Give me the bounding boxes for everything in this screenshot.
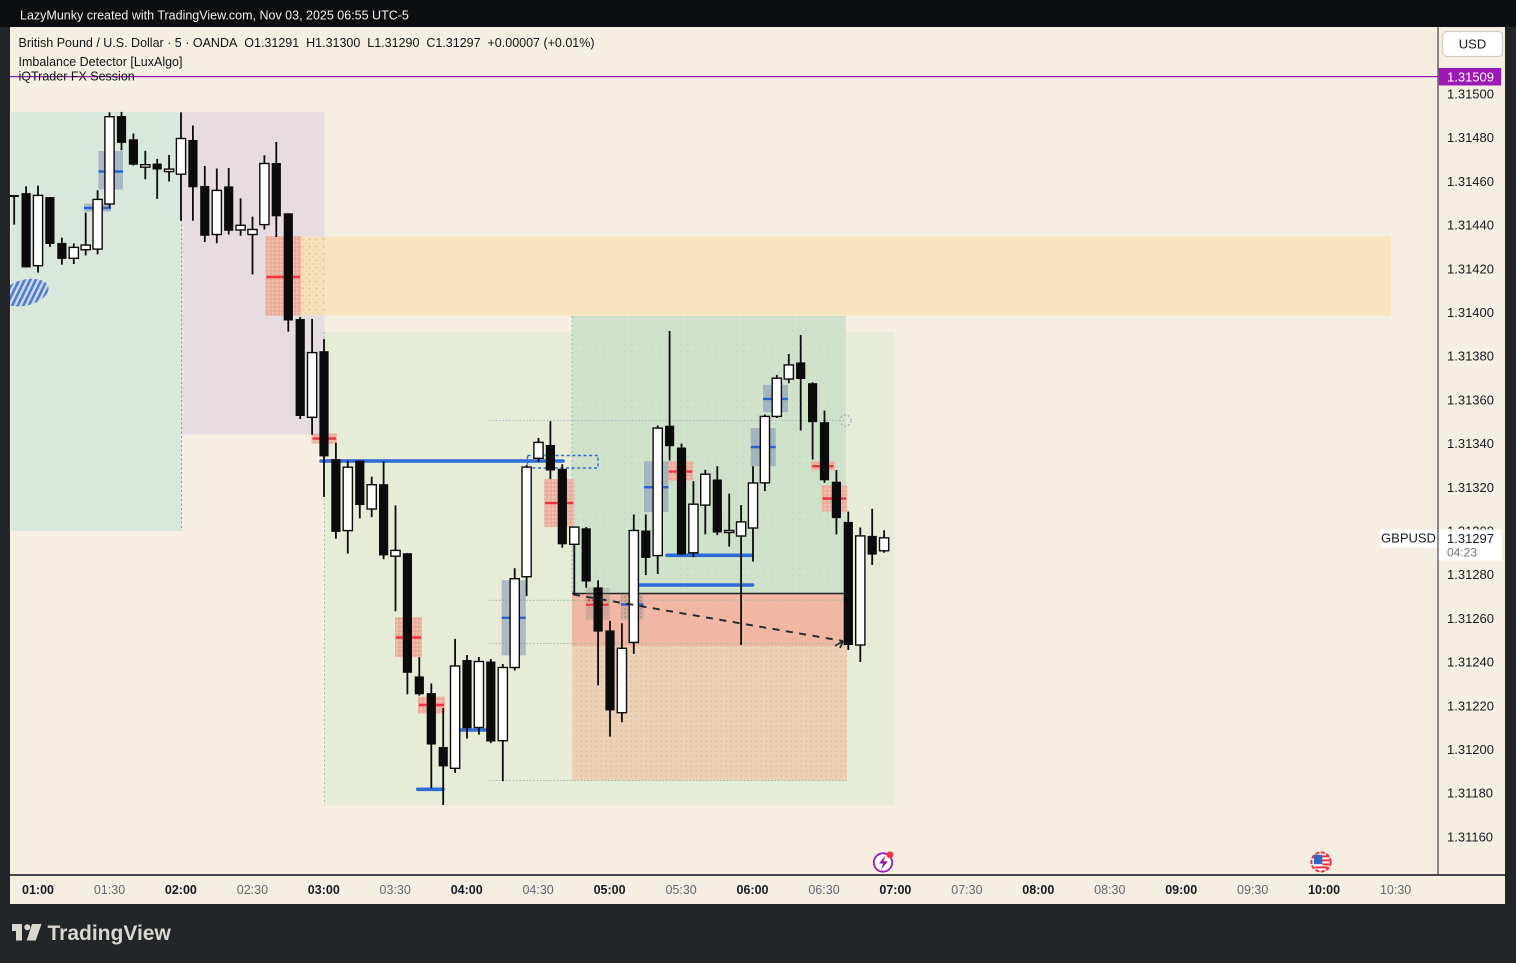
svg-text:1.31480: 1.31480 [1447,130,1494,145]
svg-text:1.31460: 1.31460 [1447,174,1494,189]
svg-text:03:00: 03:00 [308,883,340,897]
svg-text:USD: USD [1459,37,1486,52]
svg-text:05:00: 05:00 [594,883,626,897]
svg-text:01:30: 01:30 [94,883,125,897]
svg-text:1.31360: 1.31360 [1447,392,1494,407]
svg-text:08:00: 08:00 [1022,883,1054,897]
svg-text:03:30: 03:30 [380,883,411,897]
svg-text:1.31420: 1.31420 [1447,261,1494,276]
svg-text:05:30: 05:30 [665,883,696,897]
svg-text:09:30: 09:30 [1237,883,1268,897]
svg-text:1.31220: 1.31220 [1447,698,1494,713]
svg-text:1.31200: 1.31200 [1447,742,1494,757]
svg-text:06:30: 06:30 [808,883,839,897]
svg-text:1.31240: 1.31240 [1447,655,1494,670]
svg-text:07:00: 07:00 [879,883,911,897]
svg-text:07:30: 07:30 [951,883,982,897]
svg-text:1.31297: 1.31297 [1447,531,1494,546]
svg-text:1.31320: 1.31320 [1447,480,1494,495]
svg-text:04:23: 04:23 [1447,546,1477,560]
svg-text:British Pound / U.S. Dollar ·: British Pound / U.S. Dollar · 5 · OANDA … [19,36,595,50]
svg-text:09:00: 09:00 [1165,883,1197,897]
svg-text:1.31160: 1.31160 [1447,829,1493,844]
svg-text:02:00: 02:00 [165,883,197,897]
svg-text:08:30: 08:30 [1094,883,1125,897]
svg-text:10:00: 10:00 [1308,883,1340,897]
svg-text:1.31260: 1.31260 [1447,611,1494,626]
svg-text:04:00: 04:00 [451,883,483,897]
svg-text:02:30: 02:30 [237,883,268,897]
svg-text:LazyMunky created with Trading: LazyMunky created with TradingView.com, … [20,9,409,23]
svg-text:1.31180: 1.31180 [1447,786,1493,801]
svg-text:1.31380: 1.31380 [1447,349,1494,364]
svg-text:Imbalance Detector [LuxAlgo]: Imbalance Detector [LuxAlgo] [19,55,183,69]
svg-text:1.31440: 1.31440 [1447,218,1494,233]
svg-text:1.31500: 1.31500 [1447,87,1494,102]
svg-text:TradingView: TradingView [48,922,172,945]
svg-text:06:00: 06:00 [737,883,769,897]
svg-text:1.31400: 1.31400 [1447,305,1494,320]
svg-text:GBPUSD: GBPUSD [1381,531,1436,546]
svg-text:10:30: 10:30 [1380,883,1411,897]
svg-text:1.31340: 1.31340 [1447,436,1494,451]
svg-text:1.31280: 1.31280 [1447,567,1494,582]
svg-text:01:00: 01:00 [22,883,54,897]
svg-text:04:30: 04:30 [522,883,553,897]
svg-text:iQTrader FX Session: iQTrader FX Session [19,70,135,84]
svg-text:1.31509: 1.31509 [1447,70,1494,85]
